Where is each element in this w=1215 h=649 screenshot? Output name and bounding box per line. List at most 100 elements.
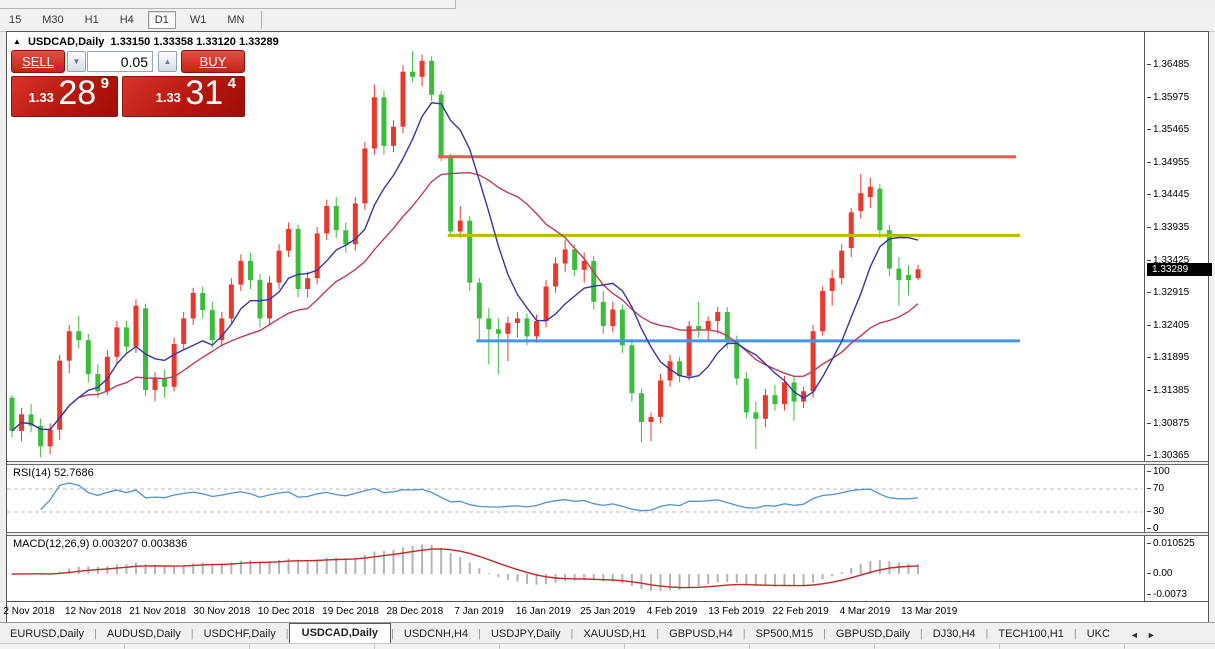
rsi-axis-label: 100 (1147, 466, 1170, 477)
date-label: 13 Feb 2019 (708, 606, 765, 617)
axis-tick (1147, 161, 1151, 163)
axis-tick (1147, 573, 1151, 574)
chart-title: ▲ USDCAD,Daily 1.33150 1.33358 1.33120 1… (13, 36, 279, 48)
axis-tick (1147, 528, 1151, 530)
rsi-axis-separator (1144, 465, 1145, 532)
price-axis-label: 1.34445 (1147, 189, 1189, 200)
axis-tick (1147, 292, 1151, 294)
tab-XAUUSD-H1[interactable]: XAUUSD,H1 (583, 628, 647, 640)
lot-decrease-button[interactable]: ▼ (67, 51, 86, 72)
tab-USDCNH-H4[interactable]: USDCNH,H4 (403, 628, 469, 640)
date-label: 22 Feb 2019 (772, 606, 829, 617)
price-axis-label: 1.31385 (1147, 385, 1189, 396)
chart-window: ▲ USDCAD,Daily 1.33150 1.33358 1.33120 1… (3, 31, 1212, 622)
axis-tick (1147, 129, 1151, 131)
one-click-trade-panel: SELL ▼ ▲ BUY 1.33 28 9 1.33 31 4 (11, 50, 245, 117)
macd-label: MACD(12,26,9) 0.003207 0.003836 (13, 538, 188, 550)
price-axis-label: 1.35465 (1147, 124, 1189, 135)
panel-splitter[interactable] (7, 532, 1208, 536)
rsi-indicator-chart (7, 482, 1143, 513)
price-axis-separator (1144, 32, 1145, 461)
tab-SP500-M15[interactable]: SP500,M15 (755, 628, 814, 640)
buy-price-point: 4 (227, 75, 236, 92)
timeframe-button-H4[interactable]: H4 (119, 14, 134, 26)
date-label: 25 Jan 2019 (580, 606, 636, 617)
timeframe-button-H1[interactable]: H1 (84, 14, 99, 26)
axis-tick (1147, 422, 1151, 424)
chart-tab-bar: EURUSD,Daily | AUDUSD,Daily | USDCHF,Daily | U… (0, 622, 1215, 643)
chart-ohlc-values: 1.33150 1.33358 1.33120 1.33289 (110, 36, 279, 48)
macd-axis-label: -0.0073 (1147, 589, 1187, 600)
current-price-badge: 1.33289 (1147, 263, 1212, 277)
timeframe-button-15[interactable]: 15 (9, 14, 22, 26)
timeframe-button-W1[interactable]: W1 (189, 14, 207, 26)
sell-price-pips: 28 (58, 74, 97, 112)
date-label: 4 Mar 2019 (839, 606, 891, 617)
macd-axis-label: 0.00 (1147, 568, 1172, 579)
macd-indicator-chart (11, 544, 919, 592)
tab-AUDUSD-Daily[interactable]: AUDUSD,Daily (106, 628, 181, 640)
tab-GBPUSD-Daily[interactable]: GBPUSD,Daily (835, 628, 910, 640)
axis-tick (1147, 357, 1151, 359)
macd-axis-label: 0.010525 (1147, 538, 1195, 549)
tab-EURUSD-Daily[interactable]: EURUSD,Daily (10, 628, 84, 640)
candlestick-chart (9, 51, 1020, 458)
collapse-triangle-icon[interactable]: ▲ (13, 37, 21, 46)
tab-separator: | (190, 628, 194, 640)
price-axis-label: 1.35975 (1147, 92, 1189, 103)
tab-separator: | (570, 628, 574, 640)
buy-price-pips: 31 (185, 74, 224, 112)
tab-TECH100-H1[interactable]: TECH100,H1 (998, 628, 1064, 640)
tab-separator: | (93, 628, 97, 640)
date-label: 30 Nov 2018 (193, 606, 251, 617)
axis-tick (1147, 488, 1151, 489)
trade-buttons-row: SELL ▼ ▲ BUY (11, 50, 245, 74)
sell-button[interactable]: SELL (11, 50, 65, 73)
timeframe-button-MN[interactable]: MN (227, 14, 245, 26)
toolbar-separator (261, 11, 263, 29)
macd-axis-separator (1144, 536, 1145, 601)
tab-separator: | (919, 628, 923, 640)
chart-symbol: USDCAD,Daily (27, 36, 105, 48)
date-label: 2 Nov 2018 (3, 606, 55, 617)
date-label: 12 Nov 2018 (64, 606, 122, 617)
axis-tick (1147, 593, 1151, 595)
tab-UKC[interactable]: UKC (1086, 628, 1110, 640)
price-axis-label: 1.34955 (1147, 157, 1189, 168)
rsi-axis-label: 30 (1147, 506, 1164, 517)
date-label: 10 Dec 2018 (257, 606, 315, 617)
status-strip (0, 643, 1215, 649)
date-label: 21 Nov 2018 (129, 606, 186, 617)
tab-USDCAD-Daily[interactable]: USDCAD,Daily (288, 623, 392, 643)
date-label: 19 Dec 2018 (322, 606, 379, 617)
sell-price-prefix: 1.33 (28, 90, 54, 105)
rsi-axis-label: 0 (1147, 523, 1159, 534)
timeframe-button-M30[interactable]: M30 (42, 14, 64, 26)
tab-separator: | (985, 628, 989, 640)
panel-splitter[interactable] (7, 461, 1208, 465)
timeframe-button-D1[interactable]: D1 (147, 11, 176, 29)
lot-size-input[interactable] (87, 51, 153, 72)
tab-USDJPY-Daily[interactable]: USDJPY,Daily (490, 628, 561, 640)
tab-USDCHF-Daily[interactable]: USDCHF,Daily (203, 628, 276, 640)
price-axis-label: 1.31895 (1147, 352, 1189, 363)
price-axis-label: 1.32915 (1147, 287, 1189, 298)
buy-button[interactable]: BUY (181, 50, 245, 73)
tab-scroll-right-icon[interactable]: ► (1146, 630, 1156, 640)
price-axis-label: 1.33935 (1147, 222, 1189, 233)
tab-GBPUSD-H4[interactable]: GBPUSD,H4 (669, 628, 733, 640)
tab-separator: | (823, 628, 826, 640)
tab-scroll-left-icon[interactable]: ◄ (1129, 630, 1139, 640)
tab-separator: | (656, 628, 660, 640)
sell-price-display[interactable]: 1.33 28 9 (11, 74, 118, 117)
axis-tick (1147, 324, 1151, 326)
date-label: 4 Feb 2019 (646, 606, 698, 617)
buy-price-display[interactable]: 1.33 31 4 (122, 74, 245, 117)
price-axis-label: 1.30365 (1147, 450, 1189, 461)
date-label: 7 Jan 2019 (454, 606, 504, 617)
docked-toolbar-edge (0, 0, 456, 9)
axis-tick (1147, 470, 1151, 472)
lot-increase-button[interactable]: ▲ (158, 51, 177, 72)
rsi-label: RSI(14) 52.7686 (13, 467, 94, 479)
tab-DJ30-H4[interactable]: DJ30,H4 (932, 628, 976, 640)
